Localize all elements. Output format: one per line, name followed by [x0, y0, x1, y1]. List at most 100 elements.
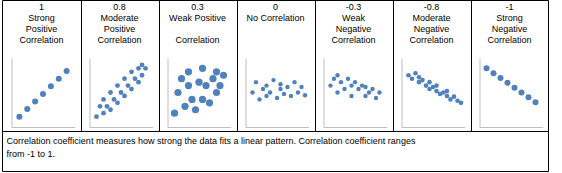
- point: [105, 104, 110, 109]
- point: [519, 90, 525, 96]
- panel-title: -0.8: [424, 2, 440, 12]
- panel-subtitle: Correlation: [97, 35, 141, 45]
- axis-line: [402, 127, 465, 128]
- plot-area: [250, 78, 307, 102]
- point: [122, 76, 127, 81]
- point: [292, 80, 296, 84]
- point: [188, 96, 195, 103]
- figure: 1StrongPositiveCorrelation0.8ModeratePos…: [0, 0, 562, 173]
- panel: -1StrongNegativeCorrelation: [480, 2, 543, 128]
- point: [192, 106, 199, 113]
- point: [445, 94, 450, 99]
- panel: 0No Correlation: [246, 2, 309, 128]
- axis-line: [168, 59, 169, 128]
- point: [202, 82, 209, 89]
- point: [349, 94, 353, 98]
- point: [216, 82, 223, 89]
- axis-line: [480, 59, 481, 128]
- point: [332, 77, 336, 81]
- x-axis: [90, 127, 153, 128]
- y-axis: [402, 59, 403, 128]
- axis-line: [402, 59, 403, 128]
- point: [174, 89, 181, 96]
- point: [133, 76, 138, 81]
- point: [339, 80, 343, 84]
- panel: 0.8ModeratePositiveCorrelation: [90, 2, 153, 128]
- plot-area: [484, 65, 539, 105]
- point: [264, 94, 268, 98]
- panel-subtitle: Negative: [414, 24, 450, 34]
- caption-line: Correlation coefficient measures how str…: [7, 136, 416, 146]
- table-border: [471, 1, 472, 132]
- point: [115, 83, 120, 88]
- point: [101, 111, 106, 116]
- panel-subtitle: Correlation: [487, 35, 531, 45]
- axis-line: [324, 127, 387, 128]
- table-border: [393, 1, 394, 132]
- point: [285, 85, 289, 89]
- y-axis: [324, 59, 325, 128]
- panel: -0.8ModerateNegativeCorrelation: [402, 2, 465, 128]
- axis-line: [246, 127, 309, 128]
- point: [505, 80, 511, 86]
- panel-subtitle: Correlation: [19, 35, 63, 45]
- panel-subtitle: Positive: [26, 24, 58, 34]
- point: [56, 76, 62, 82]
- point: [119, 90, 124, 95]
- panel-subtitle: Moderate: [412, 13, 450, 23]
- point: [498, 75, 504, 81]
- panel-subtitle: Correlation: [175, 35, 219, 45]
- point: [199, 96, 206, 103]
- point: [136, 80, 141, 85]
- point: [278, 82, 282, 86]
- point: [374, 96, 378, 100]
- point: [16, 114, 22, 120]
- point: [445, 89, 450, 94]
- panel-subtitle: Correlation: [409, 35, 453, 45]
- point: [303, 93, 307, 97]
- point: [296, 90, 300, 94]
- table-border: [3, 131, 549, 132]
- table-border: [81, 1, 82, 132]
- y-axis: [246, 59, 247, 128]
- point: [533, 99, 539, 105]
- point: [40, 91, 46, 97]
- point: [427, 80, 432, 85]
- point: [424, 83, 429, 88]
- point: [282, 92, 286, 96]
- panel-subtitle: Correlation: [331, 35, 375, 45]
- axis-line: [90, 59, 91, 128]
- point: [108, 90, 113, 95]
- point: [491, 70, 497, 76]
- point: [129, 69, 134, 74]
- point: [32, 98, 38, 104]
- panel-subtitle: Strong: [28, 13, 55, 23]
- point: [268, 90, 272, 94]
- point: [108, 107, 113, 112]
- point: [94, 114, 99, 119]
- y-axis: [90, 59, 91, 128]
- axis-line: [168, 127, 231, 128]
- point: [213, 89, 220, 96]
- point: [24, 106, 30, 112]
- point: [413, 71, 418, 76]
- axis-line: [480, 127, 543, 128]
- x-axis: [168, 127, 231, 128]
- panel-title: 0.8: [113, 2, 126, 12]
- axis-line: [12, 59, 13, 128]
- x-axis: [12, 127, 75, 128]
- point: [410, 76, 415, 81]
- point: [349, 83, 353, 87]
- point: [363, 85, 367, 89]
- panel-subtitle: Weak Positive: [169, 13, 226, 23]
- point: [220, 72, 227, 79]
- panel-subtitle: Weak: [342, 13, 365, 23]
- point: [377, 90, 381, 94]
- y-axis: [12, 59, 13, 128]
- point: [356, 87, 360, 91]
- panel-title: -1: [505, 2, 513, 12]
- point: [278, 87, 282, 91]
- panel-subtitle: Strong: [496, 13, 523, 23]
- point: [370, 87, 374, 91]
- point: [257, 97, 261, 101]
